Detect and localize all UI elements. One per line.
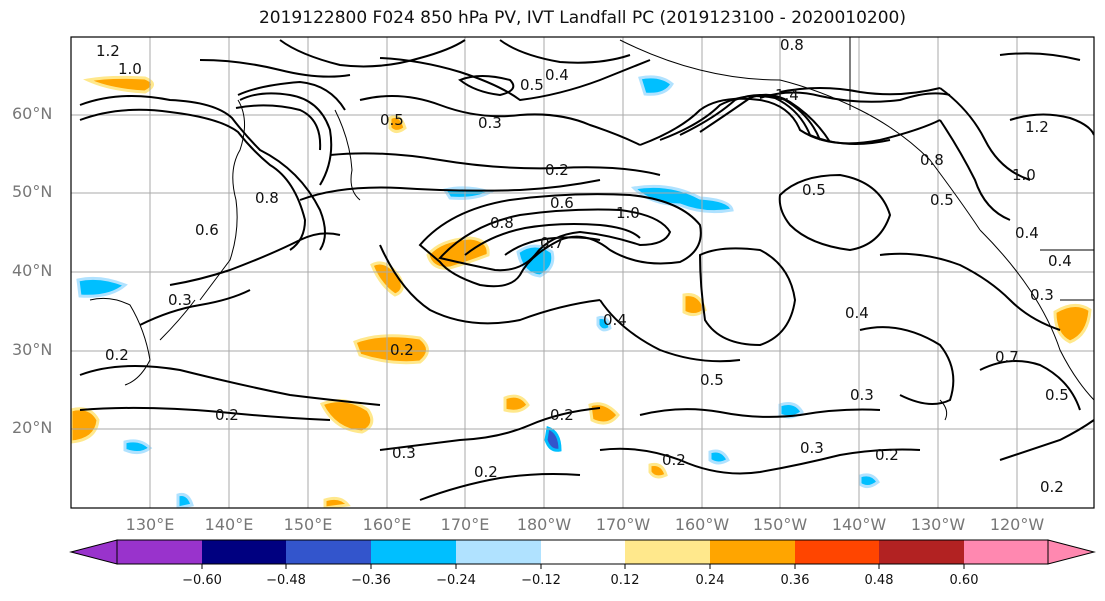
contour-label: 0.2 — [105, 346, 129, 364]
contour-label: 1.4 — [775, 86, 799, 104]
colorbar-tick-label: −0.12 — [521, 573, 561, 588]
map-area: 1.2 1.0 0.8 0.6 0.5 0.4 0.3 0.2 1.0 0.8 … — [71, 36, 1094, 508]
contour-label: 0.5 — [520, 76, 544, 94]
contour-label: 1.0 — [118, 60, 142, 78]
colorbar-tick-label: −0.36 — [351, 573, 391, 588]
contour-label: 0.4 — [1015, 224, 1039, 242]
contour-label: 0.2 — [875, 446, 899, 464]
colorbar-tick-label: 0.60 — [949, 573, 979, 588]
contour-label: 0.6 — [550, 194, 574, 212]
contour-label: 0.8 — [490, 214, 514, 232]
contour-label: 0.2 — [662, 451, 686, 469]
lon-label: 170°W — [595, 515, 651, 534]
contour-label: 0.7 — [995, 348, 1019, 366]
contour-label: 0.2 — [550, 406, 574, 424]
colorbar-segment — [541, 540, 625, 564]
lon-label: 150°E — [283, 515, 333, 534]
contour-label: 0.5 — [802, 181, 826, 199]
contour-label: 0.2 — [215, 406, 239, 424]
contour-label: 0.3 — [392, 444, 416, 462]
colorbar-tick-label: 0.48 — [864, 573, 894, 588]
lat-label: 20°N — [12, 418, 53, 437]
lon-label: 160°E — [362, 515, 412, 534]
lon-label: 140°E — [204, 515, 254, 534]
lon-label: 170°E — [440, 515, 490, 534]
map-title: 2019122800 F024 850 hPa PV, IVT Landfall… — [258, 8, 906, 28]
contour-label: 0.4 — [1048, 252, 1072, 270]
contour-label: 0.8 — [780, 36, 804, 54]
contour-label: 0.8 — [920, 151, 944, 169]
lon-label: 130°W — [910, 515, 966, 534]
lat-label: 50°N — [12, 182, 53, 201]
contour-label: 0.4 — [545, 66, 569, 84]
contour-label: 0.3 — [478, 114, 502, 132]
contour-label-group: 1.2 1.0 0.8 0.6 0.5 0.4 0.3 0.2 1.0 0.8 … — [96, 36, 1072, 496]
contour-label: 0.3 — [168, 291, 192, 309]
contour-label: 1.0 — [1012, 166, 1036, 184]
colorbar-segment — [795, 540, 879, 564]
contour-label: 1.2 — [1025, 118, 1049, 136]
contour-label: 0.2 — [474, 463, 498, 481]
colorbar-segment — [625, 540, 710, 564]
colorbar-segment — [371, 540, 456, 564]
contour-label: 0.5 — [1045, 386, 1069, 404]
contour-label: 0.8 — [255, 189, 279, 207]
contour-label: 0.3 — [800, 439, 824, 457]
contour-label: 0.5 — [930, 191, 954, 209]
colorbar-segment — [286, 540, 371, 564]
lon-label: 120°W — [989, 515, 1045, 534]
colorbar-extend-right — [1047, 539, 1096, 565]
contour-label: 0.2 — [390, 341, 414, 359]
lon-label: 150°W — [752, 515, 808, 534]
contour-label: 1.0 — [616, 204, 640, 222]
lon-label: 130°E — [125, 515, 175, 534]
colorbar-segment — [710, 540, 795, 564]
colorbar-segment — [202, 540, 286, 564]
colorbar-segment — [879, 540, 964, 564]
lon-label: 160°W — [674, 515, 730, 534]
contour-label: 0.2 — [1040, 478, 1064, 496]
lon-label: 180°W — [516, 515, 572, 534]
colorbar-tick-label: 0.12 — [610, 573, 640, 588]
contour-label: 0.2 — [545, 161, 569, 179]
coastlines — [89, 37, 1094, 421]
colorbar-tick-label: 0.24 — [695, 573, 725, 588]
colorbar-tick-label: −0.60 — [182, 573, 222, 588]
contour-label: 0.3 — [850, 386, 874, 404]
colorbar-extend-left — [69, 539, 118, 565]
lat-label: 40°N — [12, 261, 53, 280]
contour-label: 0.3 — [1030, 286, 1054, 304]
colorbar-tick-label: −0.24 — [436, 573, 476, 588]
lat-label: 60°N — [12, 104, 53, 123]
lat-label: 30°N — [12, 340, 53, 359]
colorbar-segment — [117, 540, 202, 564]
contour-label: 0.7 — [540, 234, 564, 252]
contour-label: 0.5 — [700, 371, 724, 389]
pv-contours — [79, 39, 1094, 501]
colorbar-tick-label: −0.48 — [266, 573, 306, 588]
contour-label: 1.2 — [96, 42, 120, 60]
colorbar-tick-label: 0.36 — [780, 573, 810, 588]
contour-label: 0.5 — [380, 111, 404, 129]
colorbar-segment — [456, 540, 541, 564]
colorbar — [69, 539, 1096, 569]
contour-label: 0.4 — [603, 311, 627, 329]
map-frame — [70, 36, 1095, 509]
graticule — [71, 37, 1094, 508]
colorbar-segment — [964, 540, 1048, 564]
lon-label: 140°W — [831, 515, 887, 534]
contour-label: 0.4 — [845, 304, 869, 322]
contour-label: 0.6 — [195, 221, 219, 239]
